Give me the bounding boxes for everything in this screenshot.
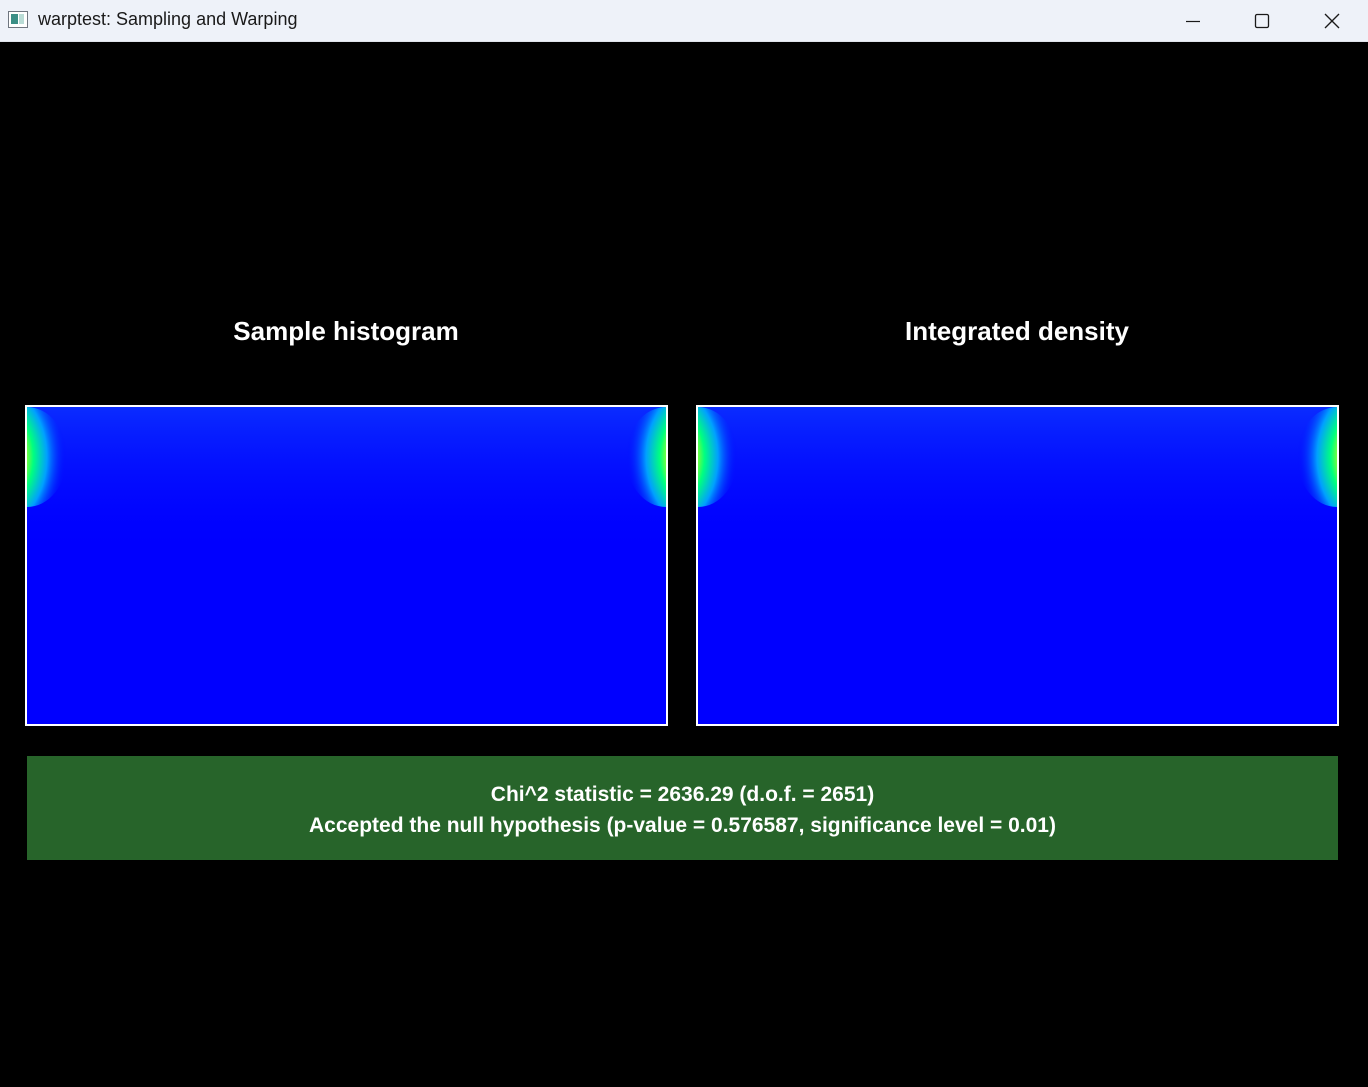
window-title: warptest: Sampling and Warping <box>38 9 298 29</box>
hypothesis-result: Accepted the null hypothesis (p-value = … <box>309 814 1056 837</box>
title-bar[interactable]: warptest: Sampling and Warping <box>0 0 1368 42</box>
integrated-density-title: Integrated density <box>905 316 1129 346</box>
close-icon <box>1324 13 1340 29</box>
render-canvas: Sample histogram Integrated density <box>0 43 1368 1087</box>
sample-histogram-plot <box>25 405 668 726</box>
minimize-icon <box>1186 20 1200 23</box>
sample-histogram-title: Sample histogram <box>233 316 459 346</box>
maximize-icon <box>1254 13 1270 29</box>
app-window-icon <box>8 11 28 28</box>
integrated-density-heatmap <box>698 407 1337 724</box>
chi-square-statistic: Chi^2 statistic = 2636.29 (d.o.f. = 2651… <box>490 783 875 806</box>
close-button[interactable] <box>1298 0 1366 42</box>
sample-histogram-heatmap <box>27 407 666 724</box>
integrated-density-plot <box>696 405 1339 726</box>
maximize-button[interactable] <box>1228 0 1296 42</box>
minimize-button[interactable] <box>1159 0 1227 42</box>
chi-square-result: Chi^2 statistic = 2636.29 (d.o.f. = 2651… <box>27 756 1338 860</box>
